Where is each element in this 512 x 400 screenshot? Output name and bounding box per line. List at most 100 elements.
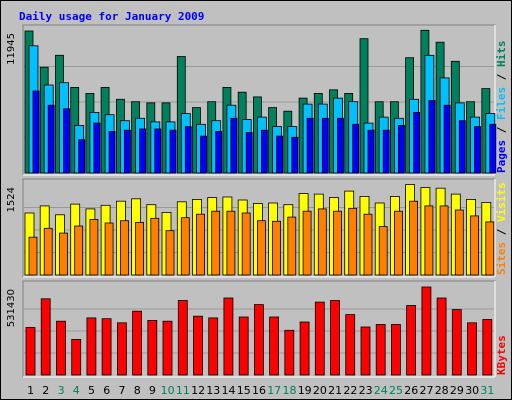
bar-pages-day-6	[108, 130, 116, 174]
bar-pages-day-26	[413, 112, 421, 174]
x-tick-label: 8	[134, 384, 141, 397]
x-tick-label: 7	[119, 384, 126, 397]
bar-pages-day-1	[32, 90, 40, 174]
bar-sites-day-27	[424, 205, 434, 276]
bar-sites-day-28	[439, 205, 449, 276]
x-tick-label: 27	[420, 384, 434, 397]
x-tick-label: 23	[359, 384, 373, 397]
bar-sites-day-24	[378, 226, 388, 276]
bar-pages-day-27	[428, 100, 436, 174]
bar-sites-day-15	[241, 212, 251, 276]
panel-hits-files-pages: 11945 Pages / Files / Hits	[6, 24, 508, 176]
bar-sites-day-1	[28, 236, 38, 276]
bar-sites-day-26	[409, 200, 419, 276]
legend-item: Hits	[495, 41, 508, 68]
bar-pages-day-2	[47, 104, 55, 174]
bar-sites-day-14	[226, 210, 236, 276]
legend-visits-sites: Sites / Visits	[495, 182, 508, 275]
bar-pages-day-3	[63, 108, 70, 174]
bar-pages-day-20	[321, 117, 329, 174]
bar-kbytes-day-25	[390, 324, 401, 376]
x-tick-label: 25	[389, 384, 403, 397]
bar-pages-day-16	[260, 129, 268, 174]
legend-separator: /	[495, 222, 508, 242]
bar-kbytes-day-2	[40, 298, 51, 376]
bar-sites-day-8	[135, 221, 145, 276]
bar-pages-day-18	[291, 136, 299, 174]
bar-pages-day-19	[306, 117, 314, 174]
bar-sites-day-21	[333, 210, 342, 276]
bar-sites-day-12	[196, 213, 205, 276]
bar-pages-day-9	[154, 128, 162, 174]
bar-sites-day-10	[165, 230, 175, 276]
x-tick-label: 2	[42, 384, 49, 397]
bar-sites-day-23	[363, 213, 373, 276]
bar-sites-day-2	[43, 227, 53, 276]
bar-kbytes-day-30	[467, 322, 477, 376]
bar-kbytes-day-28	[436, 297, 447, 376]
bar-kbytes-day-10	[162, 320, 173, 376]
x-tick-label: 14	[222, 384, 236, 397]
bar-sites-day-17	[272, 220, 282, 276]
x-tick-label: 31	[480, 384, 494, 397]
bar-kbytes-day-7	[117, 322, 127, 376]
bar-kbytes-day-6	[101, 318, 112, 376]
legend-item: Visits	[495, 182, 508, 222]
x-tick-label: 12	[191, 384, 205, 397]
x-tick-label: 24	[374, 384, 388, 397]
x-tick-label: 1	[27, 384, 34, 397]
legend-item: Sites	[495, 242, 508, 275]
bar-kbytes-day-29	[451, 309, 462, 376]
bar-pages-day-28	[443, 104, 451, 174]
bar-sites-day-31	[485, 221, 495, 276]
bar-kbytes-day-14	[223, 297, 234, 376]
x-tick-label: 29	[450, 384, 464, 397]
x-tick-label: 28	[435, 384, 449, 397]
legend-separator: /	[495, 120, 508, 140]
x-tick-label: 6	[103, 384, 110, 397]
bar-kbytes-day-3	[56, 320, 66, 376]
bar-sites-day-5	[89, 219, 99, 276]
x-tick-label: 26	[404, 384, 418, 397]
x-tick-label: 13	[206, 384, 220, 397]
bar-sites-day-9	[150, 217, 160, 276]
bar-pages-day-11	[184, 126, 192, 174]
x-tick-label: 5	[88, 384, 95, 397]
y-max-label: 1524	[6, 187, 17, 212]
bar-pages-day-5	[93, 122, 101, 174]
bar-sites-day-29	[454, 209, 464, 276]
legend-item: Files	[495, 87, 508, 120]
bar-sites-day-16	[256, 220, 266, 276]
bar-sites-day-7	[120, 220, 129, 276]
bar-pages-day-12	[200, 135, 207, 174]
x-tick-label: 21	[328, 384, 342, 397]
bar-pages-day-13	[215, 130, 223, 174]
chart-title: Daily usage for January 2009	[19, 10, 204, 23]
panel-visits-sites: 1524 Sites / Visits	[6, 178, 508, 278]
x-tick-label: 22	[343, 384, 357, 397]
bar-kbytes-day-20	[314, 301, 325, 376]
bar-kbytes-day-1	[25, 327, 36, 376]
bar-kbytes-day-15	[238, 316, 249, 376]
y-max-label: 531430	[6, 289, 17, 327]
bar-pages-day-24	[382, 129, 390, 174]
bar-kbytes-day-31	[482, 319, 493, 376]
bar-sites-day-3	[59, 232, 68, 276]
bar-sites-day-22	[348, 207, 358, 276]
legend-hits-files-pages: Pages / Files / Hits	[495, 41, 508, 174]
bar-pages-day-17	[276, 135, 284, 174]
bar-pages-day-14	[230, 117, 238, 174]
bar-kbytes-day-8	[132, 310, 143, 376]
panel-kbytes: 531430 KBytes	[6, 280, 508, 378]
bar-kbytes-day-5	[86, 317, 97, 376]
x-tick-label: 19	[298, 384, 312, 397]
bar-kbytes-day-16	[253, 304, 264, 376]
bar-pages-day-21	[337, 117, 344, 174]
bar-kbytes-day-18	[284, 329, 295, 376]
x-tick-label: 15	[237, 384, 251, 397]
x-tick-label: 11	[176, 384, 190, 397]
bar-pages-day-29	[458, 120, 466, 174]
bar-pages-day-23	[367, 129, 375, 174]
bar-kbytes-day-13	[208, 317, 219, 376]
